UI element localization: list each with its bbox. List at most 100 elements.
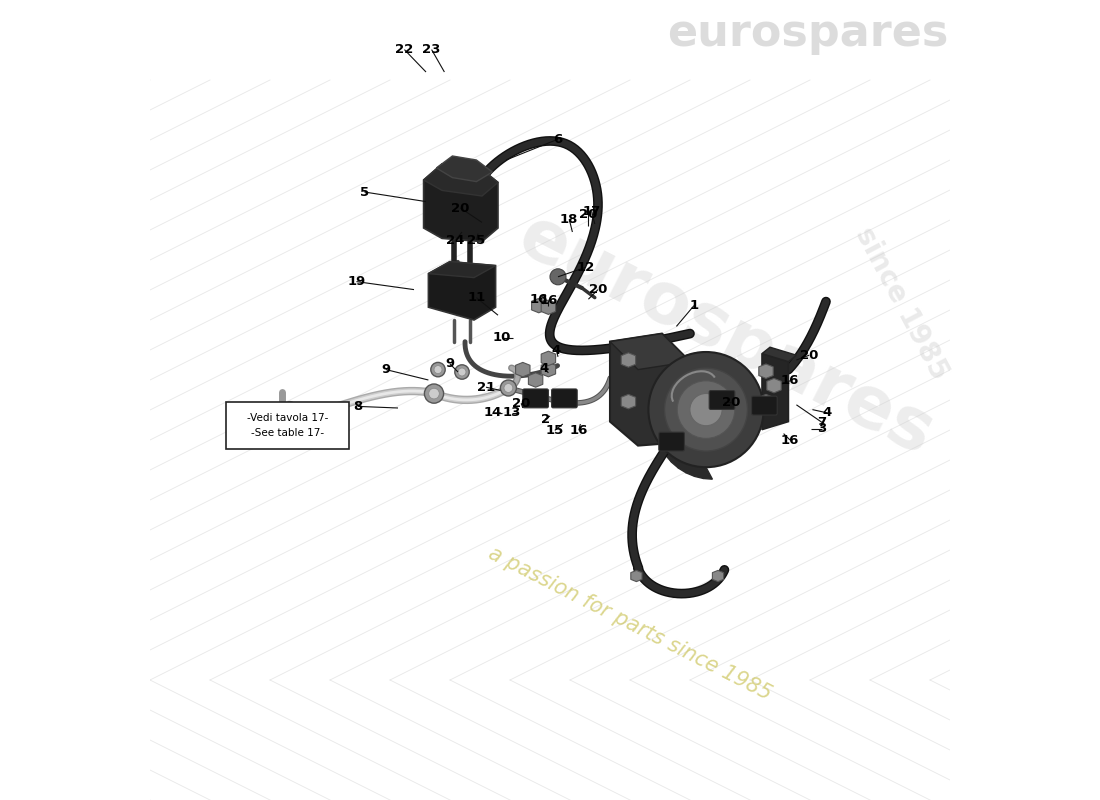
Polygon shape xyxy=(666,450,679,468)
Text: 16: 16 xyxy=(539,294,558,306)
Polygon shape xyxy=(541,300,556,314)
Text: 11: 11 xyxy=(468,291,485,304)
Text: 7: 7 xyxy=(817,416,826,429)
Polygon shape xyxy=(649,418,658,439)
Text: 12: 12 xyxy=(576,261,595,274)
Circle shape xyxy=(648,352,763,467)
Text: 20: 20 xyxy=(451,202,470,214)
Polygon shape xyxy=(672,358,686,375)
Polygon shape xyxy=(621,353,636,367)
Polygon shape xyxy=(648,401,656,422)
FancyBboxPatch shape xyxy=(751,396,778,415)
Text: 4: 4 xyxy=(552,344,561,357)
Polygon shape xyxy=(528,373,542,387)
Polygon shape xyxy=(762,347,796,362)
Polygon shape xyxy=(713,570,724,582)
Text: 21: 21 xyxy=(477,381,495,394)
Text: 17: 17 xyxy=(583,205,601,218)
Polygon shape xyxy=(651,427,661,448)
Text: 24: 24 xyxy=(447,234,465,246)
Circle shape xyxy=(690,394,722,426)
FancyBboxPatch shape xyxy=(710,390,735,410)
Text: 20: 20 xyxy=(588,283,607,296)
Text: 2: 2 xyxy=(540,413,550,426)
Text: eurospares: eurospares xyxy=(507,202,945,470)
Polygon shape xyxy=(649,392,658,413)
Polygon shape xyxy=(630,570,642,582)
Circle shape xyxy=(458,368,466,376)
FancyBboxPatch shape xyxy=(551,389,578,408)
Polygon shape xyxy=(428,262,496,278)
Polygon shape xyxy=(759,394,773,409)
Polygon shape xyxy=(666,363,679,381)
Polygon shape xyxy=(697,352,713,365)
Text: 14: 14 xyxy=(483,406,502,419)
FancyBboxPatch shape xyxy=(226,402,349,449)
Polygon shape xyxy=(767,378,781,393)
Text: a passion for parts since 1985: a passion for parts since 1985 xyxy=(485,543,774,705)
Polygon shape xyxy=(541,362,556,377)
Text: 23: 23 xyxy=(422,43,441,56)
Text: 3: 3 xyxy=(817,422,826,435)
Text: 16: 16 xyxy=(529,293,548,306)
Circle shape xyxy=(429,388,439,399)
Text: 16: 16 xyxy=(781,434,800,446)
Circle shape xyxy=(678,381,735,438)
Text: 15: 15 xyxy=(546,424,564,437)
Circle shape xyxy=(434,366,442,374)
Text: 19: 19 xyxy=(348,275,365,288)
Polygon shape xyxy=(697,466,713,479)
Circle shape xyxy=(454,365,470,379)
Text: 20: 20 xyxy=(722,396,740,409)
FancyBboxPatch shape xyxy=(522,389,549,408)
Text: since 1985: since 1985 xyxy=(850,223,954,385)
Polygon shape xyxy=(516,362,530,377)
Text: 4: 4 xyxy=(539,362,548,374)
Text: eurospares: eurospares xyxy=(667,12,948,55)
Polygon shape xyxy=(680,461,694,476)
Polygon shape xyxy=(689,464,703,478)
Text: 25: 25 xyxy=(468,234,485,246)
Polygon shape xyxy=(654,376,666,395)
Polygon shape xyxy=(689,353,703,367)
Text: 10: 10 xyxy=(493,331,512,344)
Text: 20: 20 xyxy=(580,208,597,221)
Polygon shape xyxy=(437,156,493,182)
Polygon shape xyxy=(531,298,546,313)
Text: 9: 9 xyxy=(446,358,454,370)
Polygon shape xyxy=(648,410,656,430)
Polygon shape xyxy=(672,456,686,473)
Text: 22: 22 xyxy=(395,43,414,56)
Text: 13: 13 xyxy=(503,406,520,419)
Circle shape xyxy=(500,380,516,396)
FancyBboxPatch shape xyxy=(659,432,684,451)
Polygon shape xyxy=(424,164,498,242)
Text: 16: 16 xyxy=(570,424,589,437)
Polygon shape xyxy=(541,351,556,366)
Text: 16: 16 xyxy=(781,374,800,387)
Text: 5: 5 xyxy=(360,186,368,198)
Text: -Vedi tavola 17-
-See table 17-: -Vedi tavola 17- -See table 17- xyxy=(246,413,328,438)
Polygon shape xyxy=(610,334,690,370)
Polygon shape xyxy=(762,354,789,430)
Circle shape xyxy=(425,384,443,403)
Text: 4: 4 xyxy=(822,406,832,419)
Polygon shape xyxy=(680,355,694,370)
Circle shape xyxy=(504,384,513,392)
Circle shape xyxy=(431,362,446,377)
Polygon shape xyxy=(651,383,661,404)
Text: 6: 6 xyxy=(553,133,562,146)
Text: 8: 8 xyxy=(353,400,363,413)
Text: 20: 20 xyxy=(800,349,818,362)
Polygon shape xyxy=(428,262,496,320)
Text: 18: 18 xyxy=(560,213,579,226)
Polygon shape xyxy=(659,369,672,388)
Polygon shape xyxy=(654,436,666,455)
Polygon shape xyxy=(424,164,498,196)
Text: 1: 1 xyxy=(690,299,698,312)
Polygon shape xyxy=(659,443,672,462)
Circle shape xyxy=(550,269,566,285)
Text: 20: 20 xyxy=(512,397,530,410)
Polygon shape xyxy=(759,364,773,378)
Polygon shape xyxy=(610,334,690,446)
